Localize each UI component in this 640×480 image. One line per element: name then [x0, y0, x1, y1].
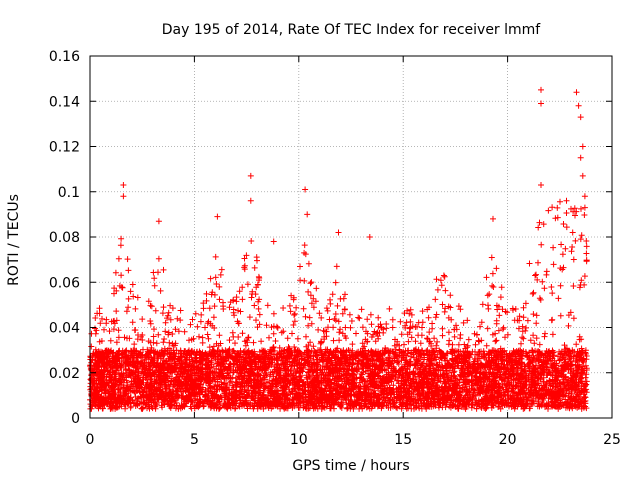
y-tick-label: 0.02 [49, 366, 80, 382]
y-tick-label: 0.08 [49, 230, 80, 246]
y-tick-label: 0.14 [49, 94, 80, 110]
x-tick-label: 5 [190, 432, 199, 448]
x-tick-label: 0 [86, 432, 95, 448]
y-tick-label: 0.06 [49, 275, 80, 291]
data-points [87, 86, 590, 412]
chart-title: Day 195 of 2014, Rate Of TEC Index for r… [162, 22, 542, 38]
y-tick-label: 0.04 [49, 321, 80, 337]
y-tick-label: 0 [71, 411, 80, 427]
x-axis-label: GPS time / hours [292, 458, 409, 474]
axis-ticks: 0 5 10 15 20 25 0 0.02 0.04 0.06 0.08 0.1 0.12 0.14 0.… [49, 49, 621, 448]
y-tick-label: 0.16 [49, 49, 80, 65]
x-tick-label: 20 [499, 432, 517, 448]
x-tick-label: 25 [603, 432, 621, 448]
y-tick-label: 0.12 [49, 140, 80, 156]
roti-markers [87, 86, 590, 412]
x-tick-label: 15 [394, 432, 412, 448]
y-axis-label: ROTI / TECUs [6, 194, 22, 286]
x-tick-label: 10 [290, 432, 308, 448]
y-tick-label: 0.1 [58, 185, 80, 201]
